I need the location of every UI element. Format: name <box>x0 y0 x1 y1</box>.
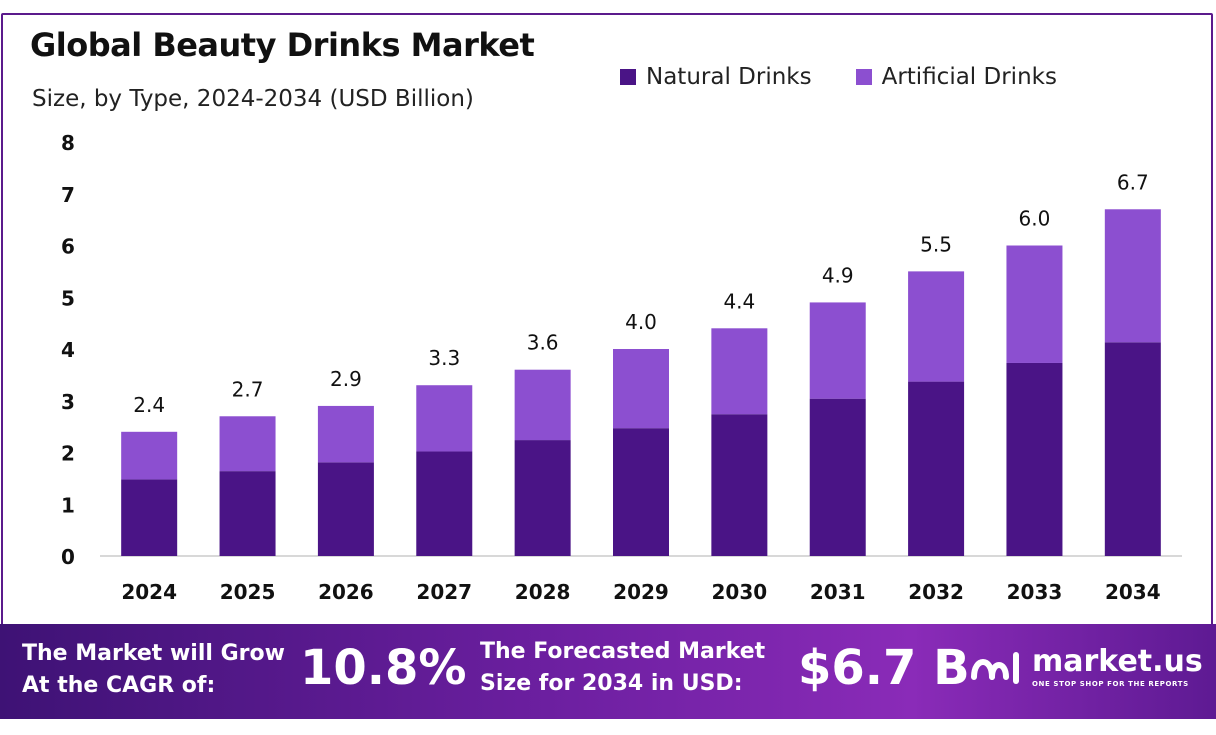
bar-artificial <box>809 302 866 399</box>
y-tick-label: 0 <box>61 545 75 569</box>
bar-artificial <box>121 431 178 480</box>
bar-total-label: 4.9 <box>822 263 854 287</box>
bar-natural <box>514 440 571 556</box>
y-tick-label: 1 <box>61 493 75 517</box>
bar-natural <box>416 451 473 556</box>
bar-chart: 0 1 2 3 4 5 6 7 8 2.4 2024 2.7 2025 2.9 2026 3.3 2027 3.6… <box>61 131 1182 604</box>
cagr-label-line1: The Market will Grow <box>22 641 285 666</box>
x-tick-label: 2031 <box>810 580 866 604</box>
x-tick-label: 2032 <box>908 580 964 604</box>
legend-swatch-artificial <box>855 69 872 85</box>
bar-artificial <box>711 328 768 415</box>
bar-total-label: 4.4 <box>723 289 755 313</box>
legend-item-artificial: Artificial Drinks <box>855 64 1057 90</box>
summary-footer: The Market will Grow At the CAGR of: 10.… <box>0 624 1216 719</box>
bar-artificial <box>1104 209 1161 343</box>
brand-name: market.us <box>1032 644 1203 679</box>
bar-total-label: 2.9 <box>330 367 362 391</box>
x-tick-label: 2030 <box>712 580 768 604</box>
y-tick-label: 7 <box>61 183 75 207</box>
market-us-logo-icon <box>971 652 1019 684</box>
bar-artificial <box>416 385 473 452</box>
legend-label-artificial: Artificial Drinks <box>881 64 1057 90</box>
y-tick-label: 2 <box>61 442 75 466</box>
cagr-value: 10.8% <box>300 640 467 696</box>
legend-label-natural: Natural Drinks <box>646 64 812 90</box>
brand-logo: market.us ONE STOP SHOP FOR THE REPORTS <box>970 646 1203 688</box>
bar-natural <box>908 381 965 556</box>
x-tick-label: 2034 <box>1105 580 1161 604</box>
forecast-label-line2: Size for 2034 in USD: <box>480 671 743 696</box>
bar-natural <box>809 398 866 556</box>
brand-tagline: ONE STOP SHOP FOR THE REPORTS <box>1032 680 1189 688</box>
bar-total-label: 6.7 <box>1117 170 1149 194</box>
cagr-label-line2: At the CAGR of: <box>22 673 216 698</box>
bar-total-label: 2.4 <box>133 393 165 417</box>
bar-total-label: 4.0 <box>625 310 657 334</box>
x-tick-label: 2026 <box>318 580 374 604</box>
bar-natural <box>121 479 178 556</box>
x-tick-label: 2029 <box>613 580 669 604</box>
bar-artificial <box>514 369 571 441</box>
brand-text: market.us ONE STOP SHOP FOR THE REPORTS <box>1032 644 1203 689</box>
y-tick-label: 3 <box>61 390 75 414</box>
chart-title: Global Beauty Drinks Market <box>30 26 535 64</box>
chart-subtitle: Size, by Type, 2024-2034 (USD Billion) <box>32 86 474 112</box>
bar-artificial <box>1006 245 1063 363</box>
bar-total-label: 6.0 <box>1019 207 1051 231</box>
bar-natural <box>1104 342 1161 556</box>
bar-natural <box>317 462 374 556</box>
chart-legend: Natural Drinks Artificial Drinks <box>620 64 1057 90</box>
x-tick-label: 2027 <box>416 580 472 604</box>
bar-natural <box>219 471 276 556</box>
bar-total-label: 2.7 <box>232 377 264 401</box>
x-tick-label: 2028 <box>515 580 571 604</box>
bar-total-label: 5.5 <box>920 232 952 256</box>
x-tick-label: 2024 <box>121 580 177 604</box>
bar-natural <box>711 414 768 556</box>
bar-artificial <box>219 416 276 472</box>
bar-artificial <box>613 349 669 429</box>
legend-swatch-natural <box>620 69 636 85</box>
bar-natural <box>1006 362 1063 556</box>
bar-artificial <box>317 405 374 463</box>
x-tick-label: 2033 <box>1007 580 1063 604</box>
y-tick-label: 8 <box>61 131 75 155</box>
x-tick-label: 2025 <box>220 580 276 604</box>
bar-artificial <box>908 271 965 382</box>
bar-natural <box>613 428 669 556</box>
forecast-label-line1: The Forecasted Market <box>480 639 766 664</box>
y-tick-label: 5 <box>61 286 75 310</box>
y-tick-label: 4 <box>61 338 75 362</box>
bar-total-label: 3.6 <box>527 331 559 355</box>
legend-item-natural: Natural Drinks <box>620 64 812 90</box>
bar-total-label: 3.3 <box>428 346 460 370</box>
y-tick-label: 6 <box>61 235 75 259</box>
forecast-value: $6.7 B <box>798 640 970 696</box>
